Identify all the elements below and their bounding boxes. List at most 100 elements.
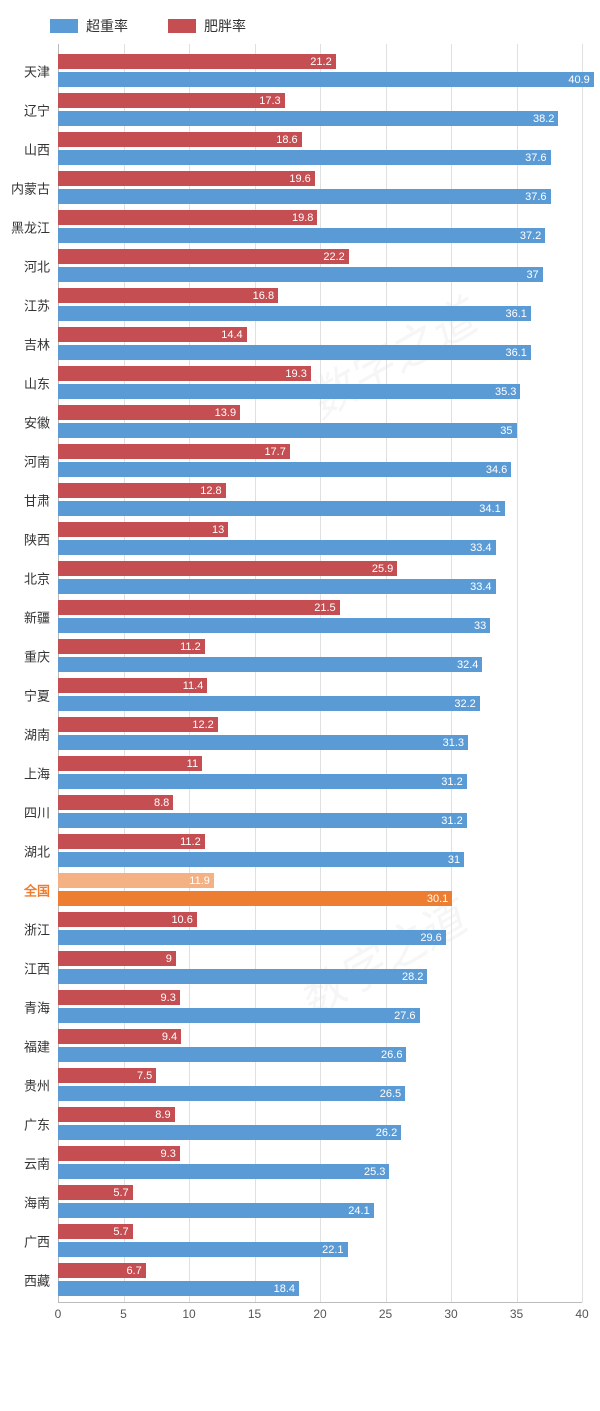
category-label: 陕西 <box>24 529 58 548</box>
bar-obesity: 19.8 <box>58 210 317 225</box>
bar-obesity: 22.2 <box>58 249 349 264</box>
bar-value-overweight: 26.5 <box>380 1088 405 1100</box>
bar-value-obesity: 12.2 <box>192 719 217 731</box>
bar-value-overweight: 37 <box>526 269 542 281</box>
bar-obesity: 6.7 <box>58 1263 146 1278</box>
bar-value-obesity: 5.7 <box>113 1226 132 1238</box>
bar-value-obesity: 13 <box>212 524 228 536</box>
bar-overweight: 32.4 <box>58 657 482 672</box>
bar-overweight: 37.2 <box>58 228 545 243</box>
bar-overweight: 35 <box>58 423 517 438</box>
bar-value-overweight: 33.4 <box>470 581 495 593</box>
category-label: 湖南 <box>24 724 58 743</box>
bar-value-obesity: 14.4 <box>221 329 246 341</box>
bar-value-overweight: 34.1 <box>479 503 504 515</box>
bar-overweight: 40.9 <box>58 72 594 87</box>
bar-value-overweight: 26.6 <box>381 1049 406 1061</box>
bar-value-overweight: 32.2 <box>454 698 479 710</box>
bar-group: 河北22.237 <box>58 249 582 282</box>
bar-group: 湖北11.231 <box>58 834 582 867</box>
bar-value-obesity: 8.9 <box>155 1109 174 1121</box>
category-label: 江苏 <box>24 295 58 314</box>
bar-group: 北京25.933.4 <box>58 561 582 594</box>
bar-overweight: 38.2 <box>58 111 558 126</box>
bar-value-overweight: 24.1 <box>348 1205 373 1217</box>
bar-group: 海南5.724.1 <box>58 1185 582 1218</box>
bar-value-obesity: 9.3 <box>161 992 180 1004</box>
x-tick-label: 20 <box>313 1307 326 1321</box>
bar-group: 全国11.930.1 <box>58 873 582 906</box>
bar-obesity: 11.4 <box>58 678 207 693</box>
bar-value-obesity: 19.8 <box>292 212 317 224</box>
bar-value-overweight: 35 <box>500 425 516 437</box>
bar-value-obesity: 25.9 <box>372 563 397 575</box>
x-tick-label: 40 <box>575 1307 588 1321</box>
bar-value-overweight: 40.9 <box>568 74 593 86</box>
bar-overweight: 31.3 <box>58 735 468 750</box>
bar-overweight: 31.2 <box>58 813 467 828</box>
bar-value-overweight: 31 <box>448 854 464 866</box>
bar-obesity: 17.7 <box>58 444 290 459</box>
bar-value-overweight: 36.1 <box>505 347 530 359</box>
x-tick-label: 30 <box>444 1307 457 1321</box>
bar-group: 河南17.734.6 <box>58 444 582 477</box>
bar-value-overweight: 27.6 <box>394 1010 419 1022</box>
category-label: 青海 <box>24 997 58 1016</box>
bar-value-overweight: 37.6 <box>525 152 550 164</box>
x-axis: 0510152025303540 <box>58 1302 582 1330</box>
bar-value-overweight: 28.2 <box>402 971 427 983</box>
bar-overweight: 37.6 <box>58 150 551 165</box>
bar-group: 重庆11.232.4 <box>58 639 582 672</box>
bar-group: 江苏16.836.1 <box>58 288 582 321</box>
category-label: 西藏 <box>24 1270 58 1289</box>
bar-overweight: 29.6 <box>58 930 446 945</box>
bar-overweight: 34.1 <box>58 501 505 516</box>
category-label: 甘肃 <box>24 490 58 509</box>
bar-group: 贵州7.526.5 <box>58 1068 582 1101</box>
bar-overweight: 27.6 <box>58 1008 420 1023</box>
plot-area: 数字之道 数字之道 天津21.240.9辽宁17.338.2山西18.637.6… <box>58 44 582 1330</box>
category-label: 全国 <box>24 880 58 899</box>
bar-obesity: 5.7 <box>58 1224 133 1239</box>
bar-value-obesity: 22.2 <box>323 251 348 263</box>
bar-overweight: 31.2 <box>58 774 467 789</box>
bar-overweight: 30.1 <box>58 891 452 906</box>
legend: 超重率 肥胖率 <box>0 0 600 44</box>
bar-value-overweight: 37.6 <box>525 191 550 203</box>
bar-obesity: 8.8 <box>58 795 173 810</box>
bar-overweight: 31 <box>58 852 464 867</box>
category-label: 宁夏 <box>24 685 58 704</box>
x-tick-label: 0 <box>55 1307 62 1321</box>
bar-value-obesity: 11 <box>187 758 202 770</box>
bar-overweight: 33.4 <box>58 579 496 594</box>
bar-group: 宁夏11.432.2 <box>58 678 582 711</box>
category-label: 辽宁 <box>24 100 58 119</box>
category-label: 云南 <box>24 1153 58 1172</box>
bar-overweight: 32.2 <box>58 696 480 711</box>
bar-overweight: 26.6 <box>58 1047 406 1062</box>
bar-group: 山东19.335.3 <box>58 366 582 399</box>
bar-group: 黑龙江19.837.2 <box>58 210 582 243</box>
legend-swatch-obesity <box>168 19 196 33</box>
category-label: 广东 <box>24 1114 58 1133</box>
bar-obesity: 11.2 <box>58 834 205 849</box>
bar-value-obesity: 6.7 <box>126 1265 145 1277</box>
bar-value-obesity: 7.5 <box>137 1070 156 1082</box>
bar-group: 天津21.240.9 <box>58 54 582 87</box>
bar-value-obesity: 11.4 <box>183 680 208 692</box>
bar-value-overweight: 34.6 <box>486 464 511 476</box>
category-label: 吉林 <box>24 334 58 353</box>
bar-value-obesity: 21.5 <box>314 602 339 614</box>
bar-value-overweight: 31.3 <box>443 737 468 749</box>
bar-obesity: 9.3 <box>58 1146 180 1161</box>
category-label: 重庆 <box>24 646 58 665</box>
bar-overweight: 34.6 <box>58 462 511 477</box>
bar-group: 内蒙古19.637.6 <box>58 171 582 204</box>
category-label: 江西 <box>24 958 58 977</box>
bar-value-obesity: 9.3 <box>161 1148 180 1160</box>
bar-obesity: 12.2 <box>58 717 218 732</box>
bar-obesity: 14.4 <box>58 327 247 342</box>
bar-value-overweight: 33 <box>474 620 490 632</box>
bar-obesity: 9.4 <box>58 1029 181 1044</box>
x-tick-label: 10 <box>182 1307 195 1321</box>
